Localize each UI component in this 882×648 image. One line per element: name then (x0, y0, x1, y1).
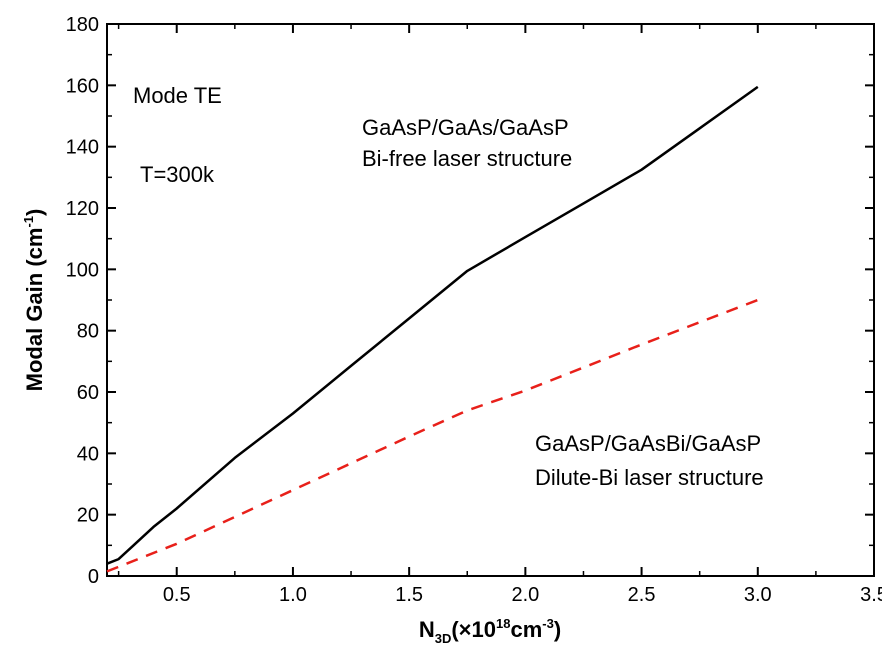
y-tick-label: 20 (77, 505, 99, 527)
x-axis-title-base: N (419, 617, 435, 642)
x-axis-title: N3D(×1018cm-3) (419, 616, 561, 646)
y-tick-label: 40 (77, 443, 99, 465)
x-axis-title-exp1: 18 (496, 616, 510, 631)
x-tick-label: 1.5 (395, 584, 423, 606)
y-tick-label: 60 (77, 382, 99, 404)
y-tick-label: 120 (66, 198, 99, 220)
x-tick-label: 0.5 (163, 584, 191, 606)
series-group (106, 85, 759, 573)
y-tick-label: 160 (66, 75, 99, 97)
y-tick-label: 180 (66, 14, 99, 36)
x-tick-label: 2.5 (628, 584, 656, 606)
y-axis-title-close: ) (22, 209, 47, 216)
annotation-temperature: T=300k (140, 162, 215, 187)
x-axis-title-sub: 3D (435, 631, 452, 646)
y-tick-label: 80 (77, 321, 99, 343)
annotation-dilute-bi-line2: Dilute-Bi laser structure (535, 465, 764, 490)
x-tick-label: 2.0 (511, 584, 539, 606)
y-axis-title-exp: -1 (21, 216, 36, 228)
x-tick-label: 3.0 (744, 584, 772, 606)
y-tick-label: 140 (66, 137, 99, 159)
annotation-dilute-bi-line1: GaAsP/GaAsBi/GaAsP (535, 431, 761, 456)
plot-frame (106, 23, 875, 577)
y-tick-label: 100 (66, 259, 99, 281)
series-line-solid (106, 85, 759, 565)
series-line-dashed (106, 298, 759, 573)
x-axis-title-unit: cm (510, 617, 542, 642)
annotation-bi-free-line2: Bi-free laser structure (362, 146, 572, 171)
x-tick-label: 3.5 (860, 584, 882, 606)
y-axis-title-text: Modal Gain (cm (22, 228, 47, 392)
x-axis-title-close: ) (554, 617, 561, 642)
y-tick-label: 0 (88, 566, 99, 588)
ticks: 0.5 1.0 1.5 2.0 2.5 3.0 3.5 0 20 40 60 80 100 120 140 1… (66, 14, 882, 606)
x-axis-title-exp2: -3 (542, 616, 554, 631)
x-tick-label: 1.0 (279, 584, 307, 606)
y-axis-title: Modal Gain (cm-1) (21, 209, 47, 392)
annotation-mode: Mode TE (133, 83, 222, 108)
x-axis-title-open: (×10 (451, 617, 496, 642)
annotation-bi-free-line1: GaAsP/GaAs/GaAsP (362, 115, 569, 140)
